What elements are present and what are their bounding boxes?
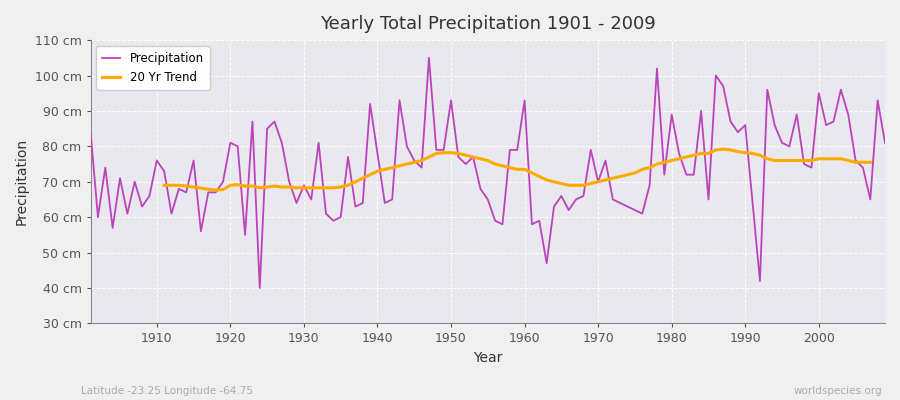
20 Yr Trend (158, 183, 169, 188)
Precipitation (879, 140, 890, 145)
20 Yr Trend (218, 187, 229, 192)
Precipitation (144, 194, 155, 198)
20 Yr Trend (181, 184, 192, 188)
Line: 20 Yr Trend: 20 Yr Trend (164, 149, 870, 190)
Precipitation (534, 218, 544, 223)
Title: Yearly Total Precipitation 1901 - 2009: Yearly Total Precipitation 1901 - 2009 (320, 15, 656, 33)
20 Yr Trend (211, 188, 221, 193)
Precipitation (357, 201, 368, 206)
20 Yr Trend (571, 183, 581, 188)
Text: Latitude -23.25 Longitude -64.75: Latitude -23.25 Longitude -64.75 (81, 386, 253, 396)
Precipitation (86, 130, 96, 134)
20 Yr Trend (710, 148, 721, 152)
X-axis label: Year: Year (473, 351, 502, 365)
Legend: Precipitation, 20 Yr Trend: Precipitation, 20 Yr Trend (96, 46, 210, 90)
20 Yr Trend (718, 147, 729, 152)
20 Yr Trend (519, 167, 530, 172)
20 Yr Trend (865, 160, 876, 165)
Precipitation (255, 286, 266, 290)
Precipitation (424, 56, 435, 60)
Y-axis label: Precipitation: Precipitation (15, 138, 29, 225)
Precipitation (526, 222, 537, 227)
Line: Precipitation: Precipitation (91, 58, 885, 288)
Precipitation (622, 204, 633, 209)
Text: worldspecies.org: worldspecies.org (794, 386, 882, 396)
Precipitation (313, 140, 324, 145)
20 Yr Trend (350, 179, 361, 184)
